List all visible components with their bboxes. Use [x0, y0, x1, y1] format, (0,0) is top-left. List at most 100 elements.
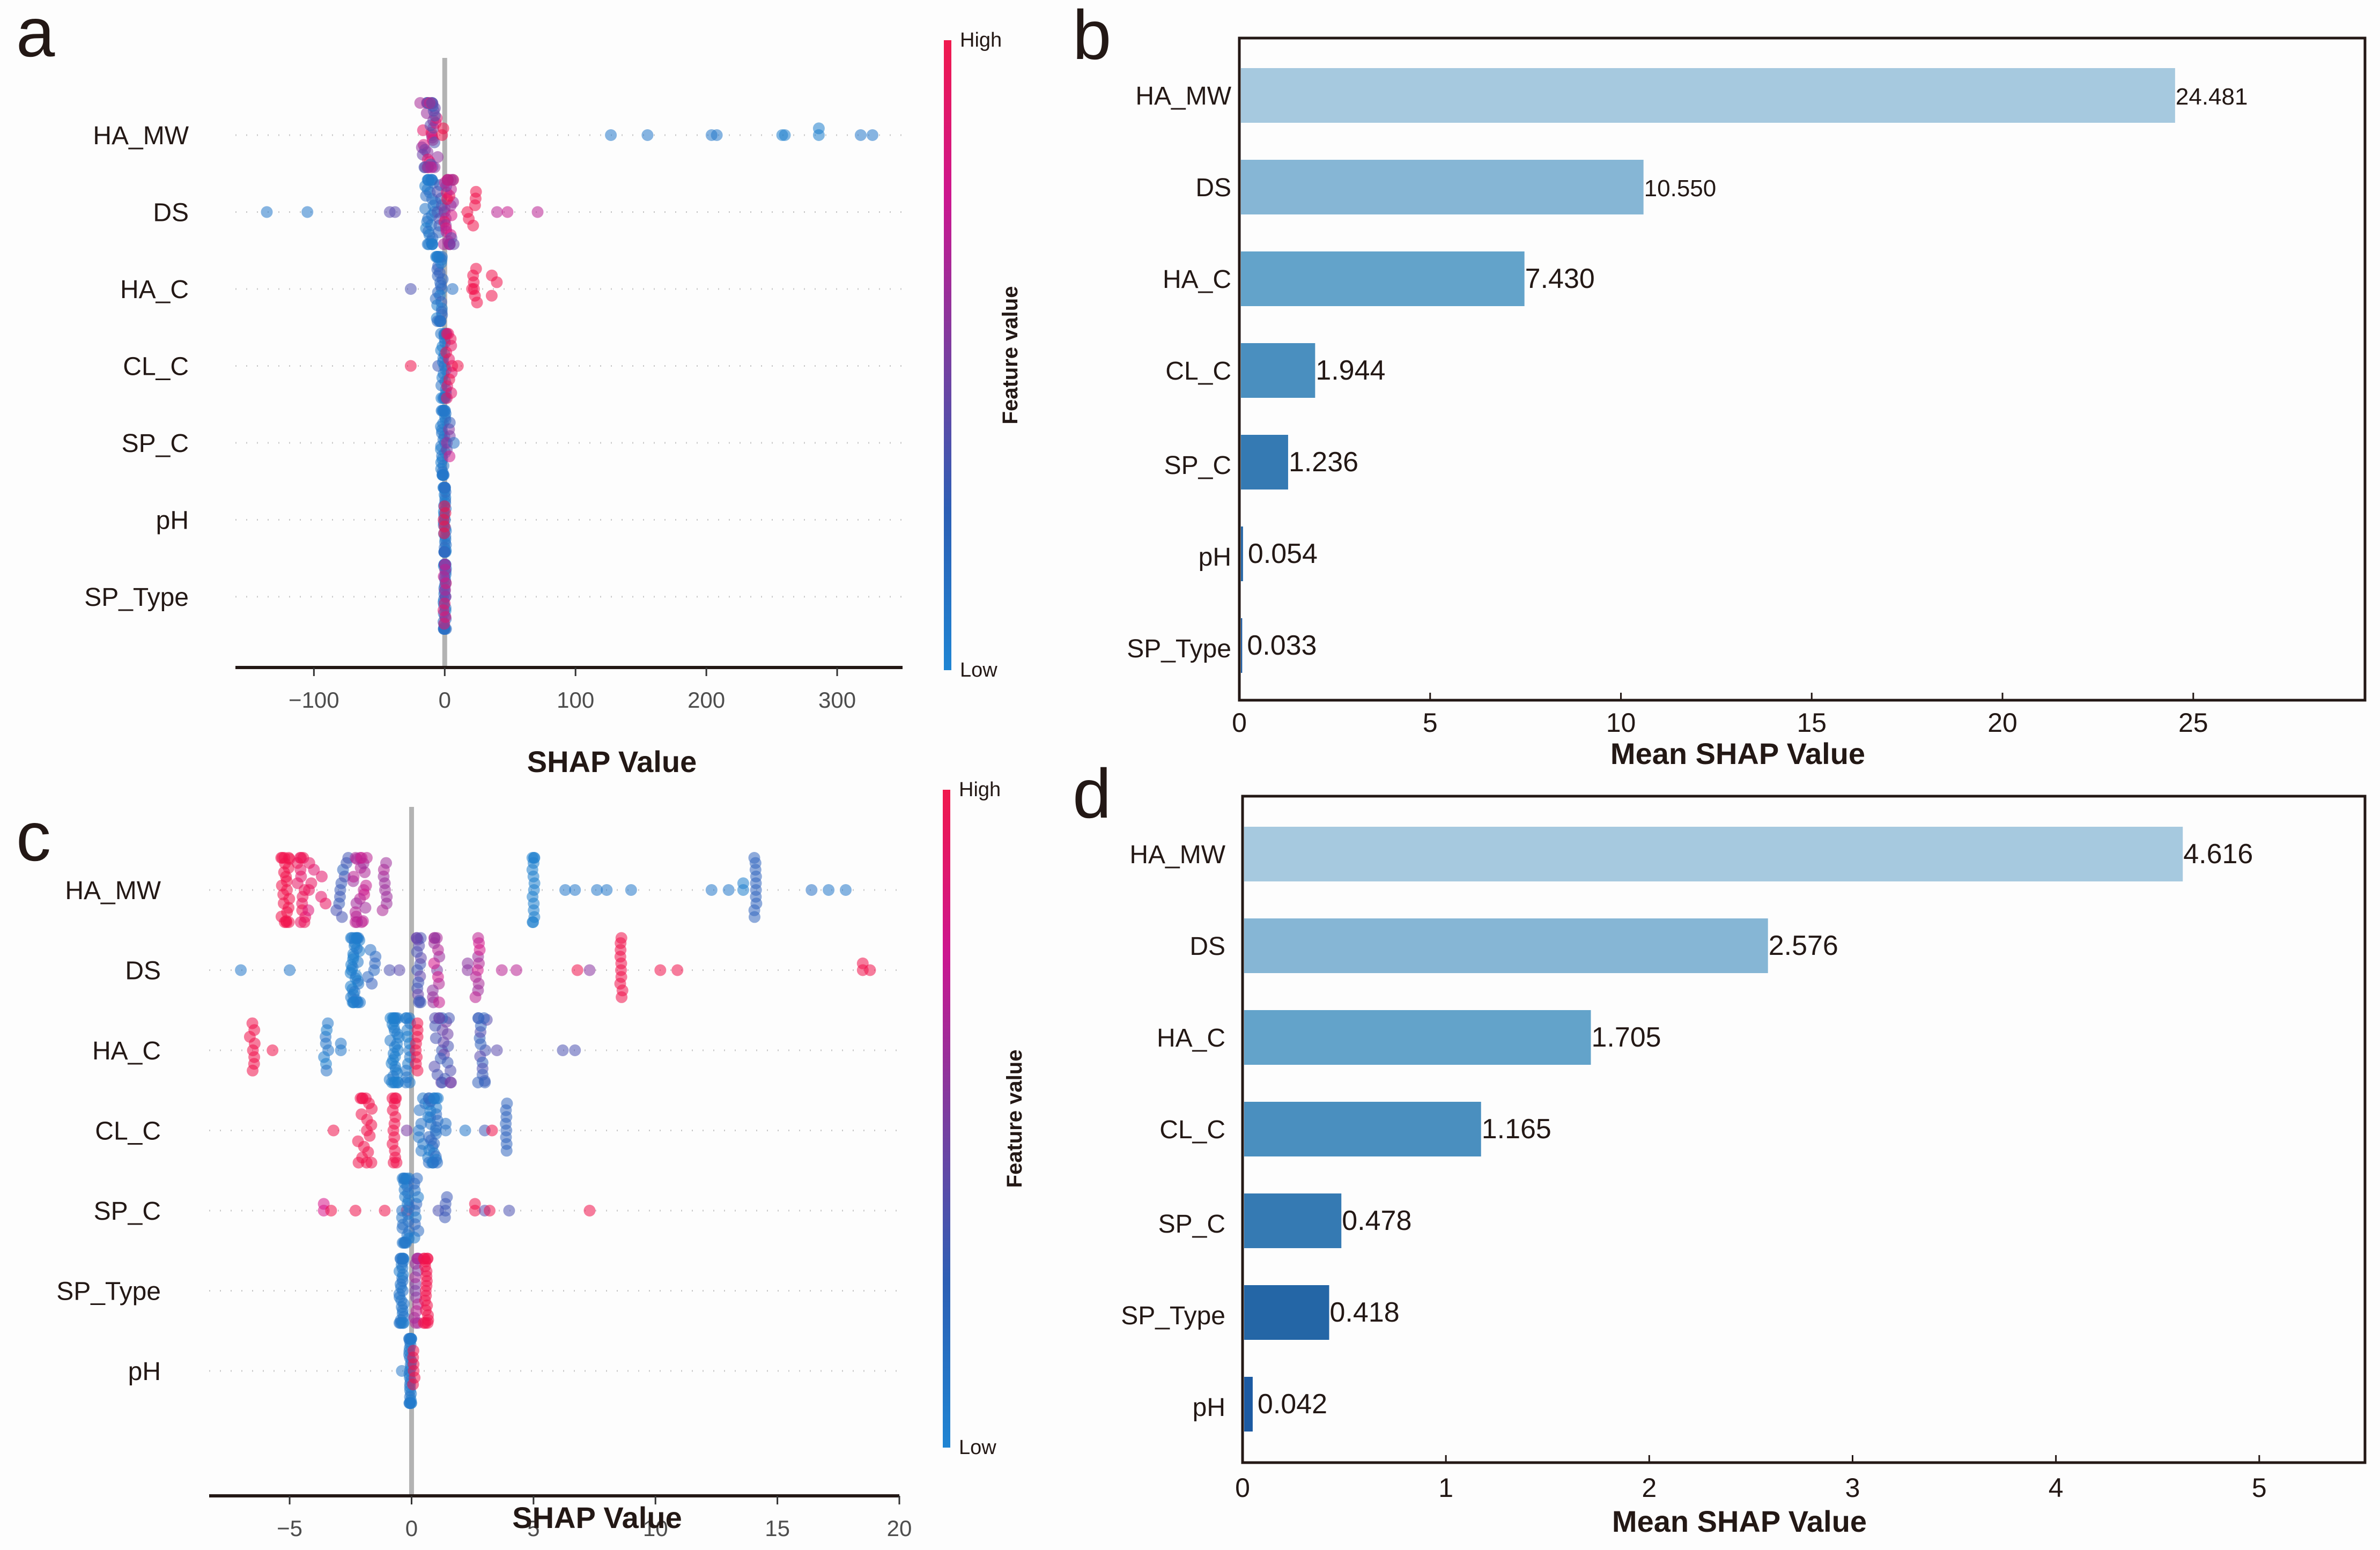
- feature-label: SP_Type: [84, 583, 189, 612]
- shap-point: [305, 877, 317, 889]
- bar-sp-c: [1244, 1193, 1342, 1248]
- shap-point: [327, 1124, 339, 1137]
- shap-point: [471, 296, 483, 309]
- category-label: DS: [1195, 174, 1231, 202]
- shap-point: [247, 1064, 259, 1077]
- category-label: HA_MW: [1129, 841, 1225, 869]
- colorbar: [944, 40, 951, 670]
- colorbar: [943, 790, 950, 1448]
- shap-point: [380, 857, 392, 869]
- x-axis-title: Mean SHAP Value: [1612, 1504, 1867, 1538]
- shap-point: [302, 904, 314, 916]
- feature-points-sp-c: [317, 1173, 596, 1249]
- shap-point: [283, 916, 295, 928]
- feature-points-sp-type: [437, 559, 452, 635]
- shap-point: [511, 964, 522, 976]
- shap-point: [491, 1044, 503, 1056]
- shap-point: [389, 1092, 401, 1104]
- shap-point: [427, 1156, 439, 1169]
- x-tick-label: 20: [887, 1516, 912, 1541]
- shap-point: [261, 206, 273, 218]
- shap-point: [583, 1205, 596, 1217]
- shap-point: [359, 902, 372, 914]
- shap-point: [503, 1205, 515, 1217]
- shap-point: [438, 527, 450, 539]
- x-tick-label: −100: [289, 687, 339, 713]
- shap-point: [478, 1012, 490, 1024]
- panel-a-beeswarm: a HA_MW DS HA_C CL_C SP_C pH SP_Type −100 0 100 200…: [16, 0, 1022, 778]
- shap-point: [444, 450, 456, 463]
- shap-point: [441, 174, 454, 186]
- feature-label: SP_C: [94, 1197, 161, 1226]
- x-tick-label: 5: [1423, 708, 1438, 738]
- x-tick-label: 5: [2252, 1473, 2267, 1503]
- shap-point: [364, 1130, 376, 1142]
- colorbar-low-label: Low: [960, 659, 997, 681]
- plot-frame: [1241, 795, 2367, 1464]
- category-label: HA_MW: [1135, 82, 1231, 110]
- shap-point: [322, 1017, 334, 1029]
- shap-point: [601, 884, 613, 896]
- category-label: SP_C: [1158, 1210, 1225, 1238]
- shap-point: [352, 1156, 365, 1169]
- bar-ha-mw: [1244, 827, 2183, 881]
- shap-point: [641, 129, 654, 141]
- x-tick-label: 0: [1232, 708, 1247, 738]
- panel-c-beeswarm: c HA_MW DS HA_C CL_C SP_C SP_Type pH −5 0 5 10 15 20 S…: [16, 778, 1026, 1541]
- feature-label: DS: [153, 199, 189, 227]
- feature-points-ha-c: [243, 1012, 581, 1088]
- x-tick-label: 100: [557, 687, 594, 713]
- shap-point: [615, 932, 627, 944]
- shap-point: [418, 1317, 430, 1329]
- shap-point: [376, 904, 389, 916]
- category-label: HA_C: [1163, 265, 1231, 294]
- shap-point: [486, 269, 498, 281]
- shap-point: [235, 964, 247, 976]
- shap-point: [446, 283, 459, 295]
- plot-frame: [1238, 36, 2367, 702]
- shap-point: [462, 957, 474, 969]
- shap-point: [491, 206, 503, 218]
- shap-point: [470, 263, 482, 275]
- x-tick-label: 25: [2178, 708, 2208, 738]
- category-label: pH: [1193, 1393, 1225, 1422]
- shap-point: [559, 884, 571, 896]
- bar-ph: [1241, 526, 1243, 581]
- category-label: CL_C: [1159, 1116, 1225, 1144]
- shap-point: [496, 964, 508, 976]
- feature-label: SP_C: [122, 429, 189, 458]
- bar-ha-c: [1244, 1010, 1591, 1065]
- shap-point: [408, 1232, 420, 1244]
- shap-point: [591, 884, 603, 896]
- shap-point: [440, 1117, 452, 1130]
- shap-point: [348, 871, 360, 883]
- shap-point: [439, 500, 450, 513]
- shap-point: [840, 884, 852, 896]
- shap-point: [500, 1145, 513, 1157]
- shap-point: [354, 1092, 367, 1104]
- shap-point: [866, 129, 878, 141]
- shap-point: [470, 186, 482, 198]
- shap-point: [459, 1124, 471, 1137]
- shap-point: [414, 97, 426, 109]
- bar-ds: [1244, 918, 1768, 973]
- shap-point: [864, 964, 876, 976]
- shap-point: [246, 1017, 258, 1029]
- shap-point: [267, 1044, 279, 1056]
- colorbar-title: Feature value: [999, 286, 1022, 425]
- x-tick-label: 0: [1235, 1473, 1250, 1503]
- shap-point: [711, 129, 723, 141]
- x-tick-label: 20: [1987, 708, 2017, 738]
- shap-point: [438, 618, 450, 630]
- feature-points-cl-c: [327, 1092, 513, 1169]
- x-tick-label: 1: [1438, 1473, 1453, 1503]
- feature-label: SP_Type: [56, 1278, 161, 1306]
- feature-label: CL_C: [95, 1117, 161, 1146]
- bar-cl-c: [1241, 343, 1315, 398]
- shap-point: [437, 469, 448, 481]
- shap-point: [364, 944, 376, 956]
- panel-d-bar-chart: d HA_MW 4.616 DS 2.576 HA_C 1.705 CL_C 1.165 SP_C…: [1073, 754, 2367, 1538]
- shap-point: [749, 911, 760, 923]
- shap-point: [452, 360, 464, 372]
- shap-point: [349, 916, 361, 928]
